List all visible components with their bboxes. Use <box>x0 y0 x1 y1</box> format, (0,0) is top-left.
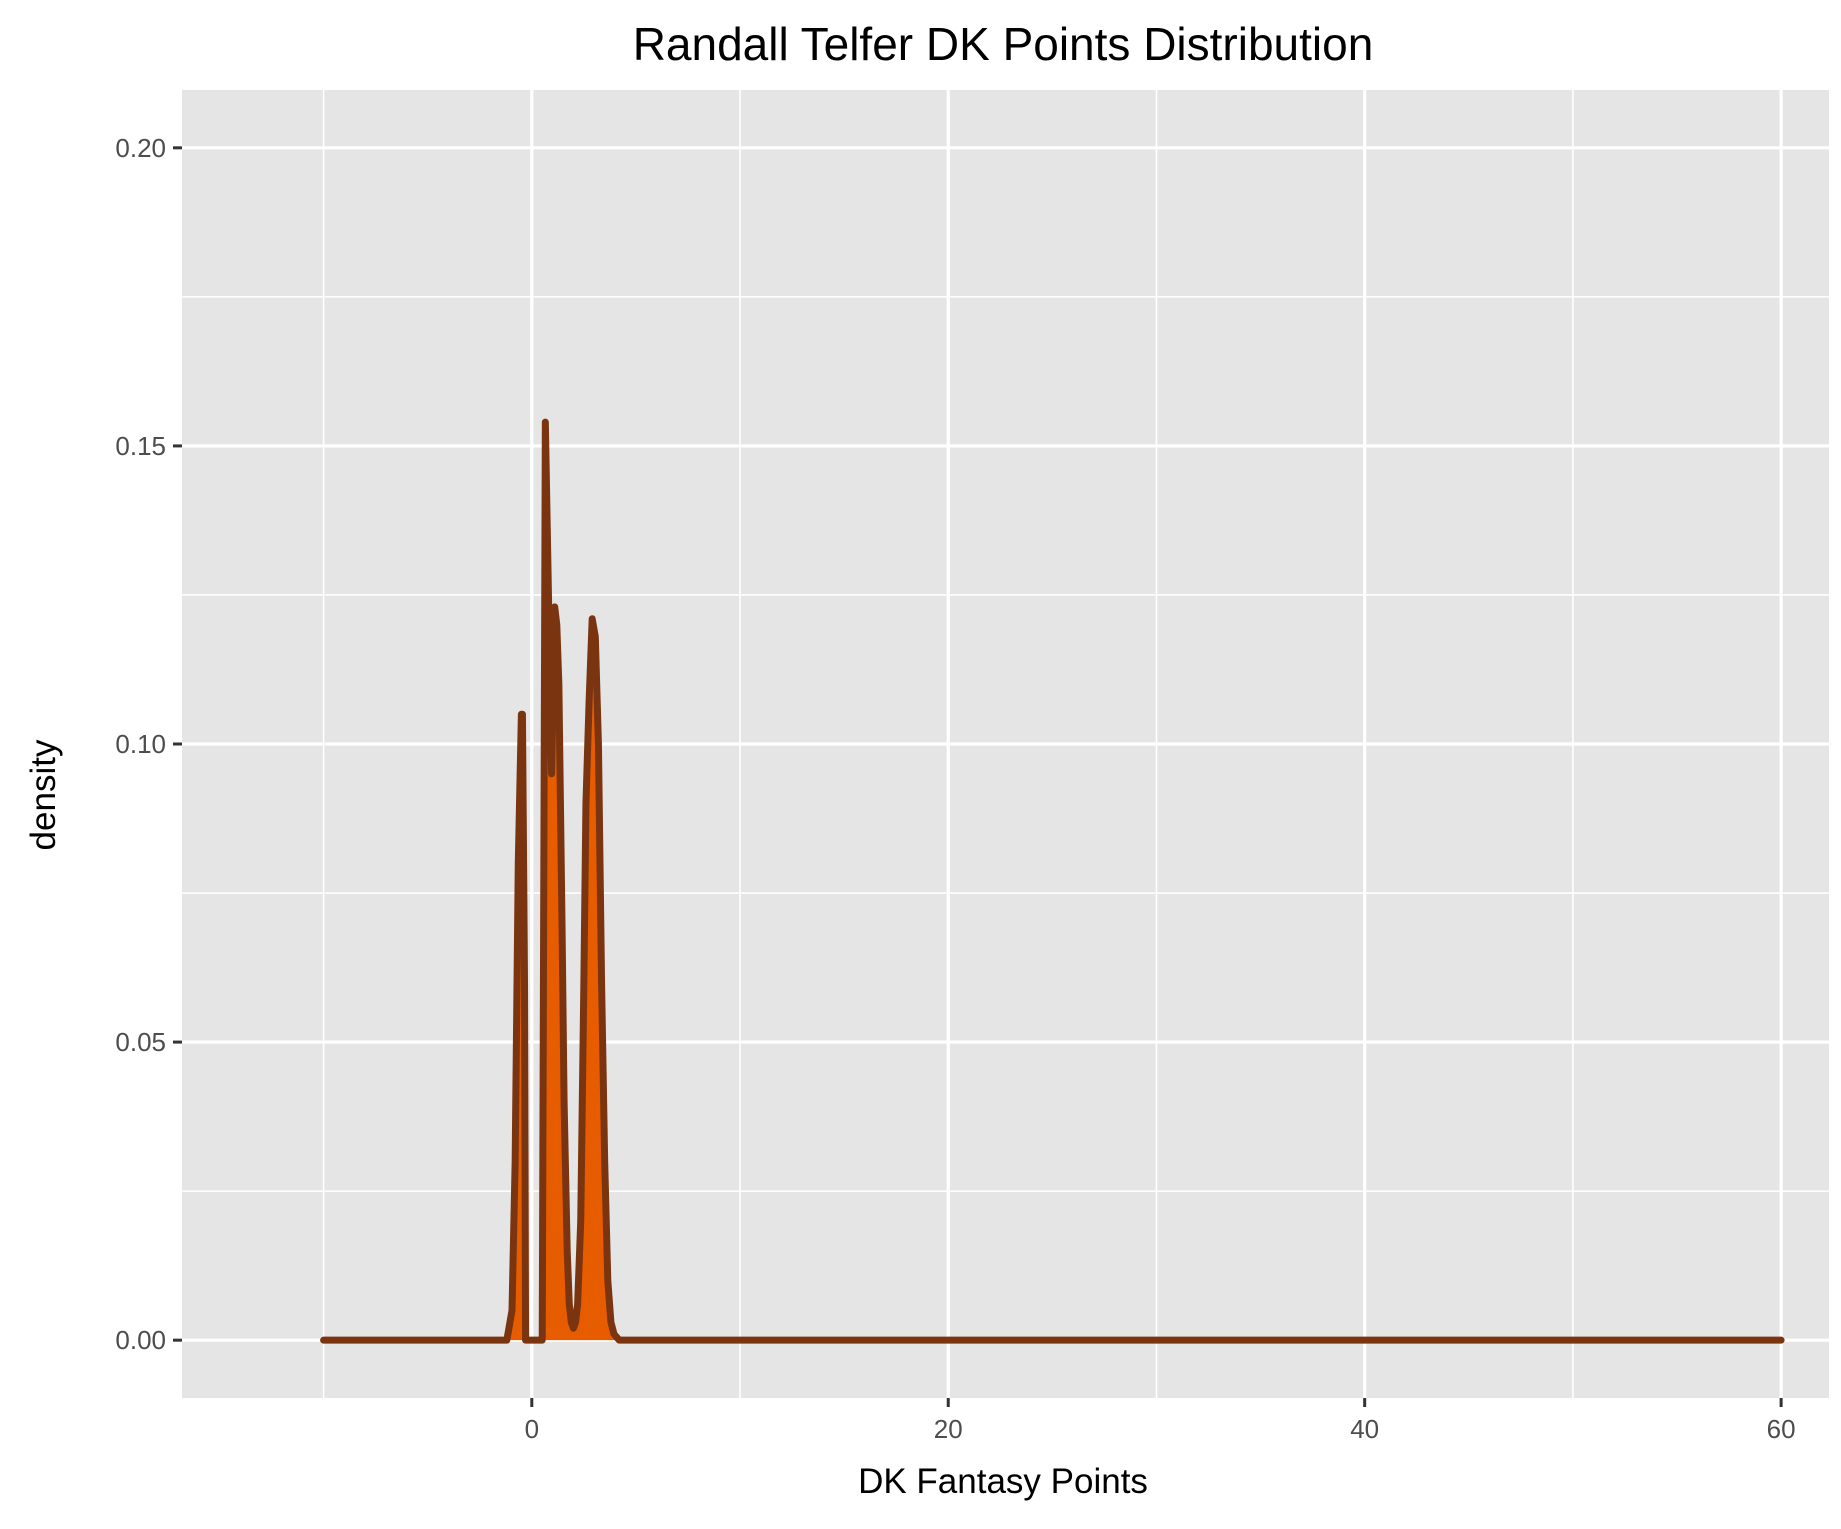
density-line <box>320 418 1785 1344</box>
y-tick-label: 0.00 <box>115 1325 166 1355</box>
y-tick-label: 0.15 <box>115 431 166 461</box>
y-axis-title: density <box>24 739 63 850</box>
x-tick-label: 60 <box>1767 1414 1796 1444</box>
density-marks <box>320 418 1785 1344</box>
x-tick-label: 0 <box>525 1414 539 1444</box>
y-tick-label: 0.20 <box>115 133 166 163</box>
x-tick-label: 40 <box>1350 1414 1379 1444</box>
major-gridlines <box>182 90 1829 1398</box>
x-tick-label: 20 <box>934 1414 963 1444</box>
y-tick-label: 0.10 <box>115 729 166 759</box>
axis-tick-labels: 0 20 40 60 0.00 0.05 0.10 0.15 0.20 <box>115 133 1795 1444</box>
chart-title: Randall Telfer DK Points Distribution <box>633 18 1374 70</box>
y-tick-label: 0.05 <box>115 1027 166 1057</box>
axis-ticks <box>173 146 1783 1407</box>
x-axis-title: DK Fantasy Points <box>858 1462 1148 1501</box>
